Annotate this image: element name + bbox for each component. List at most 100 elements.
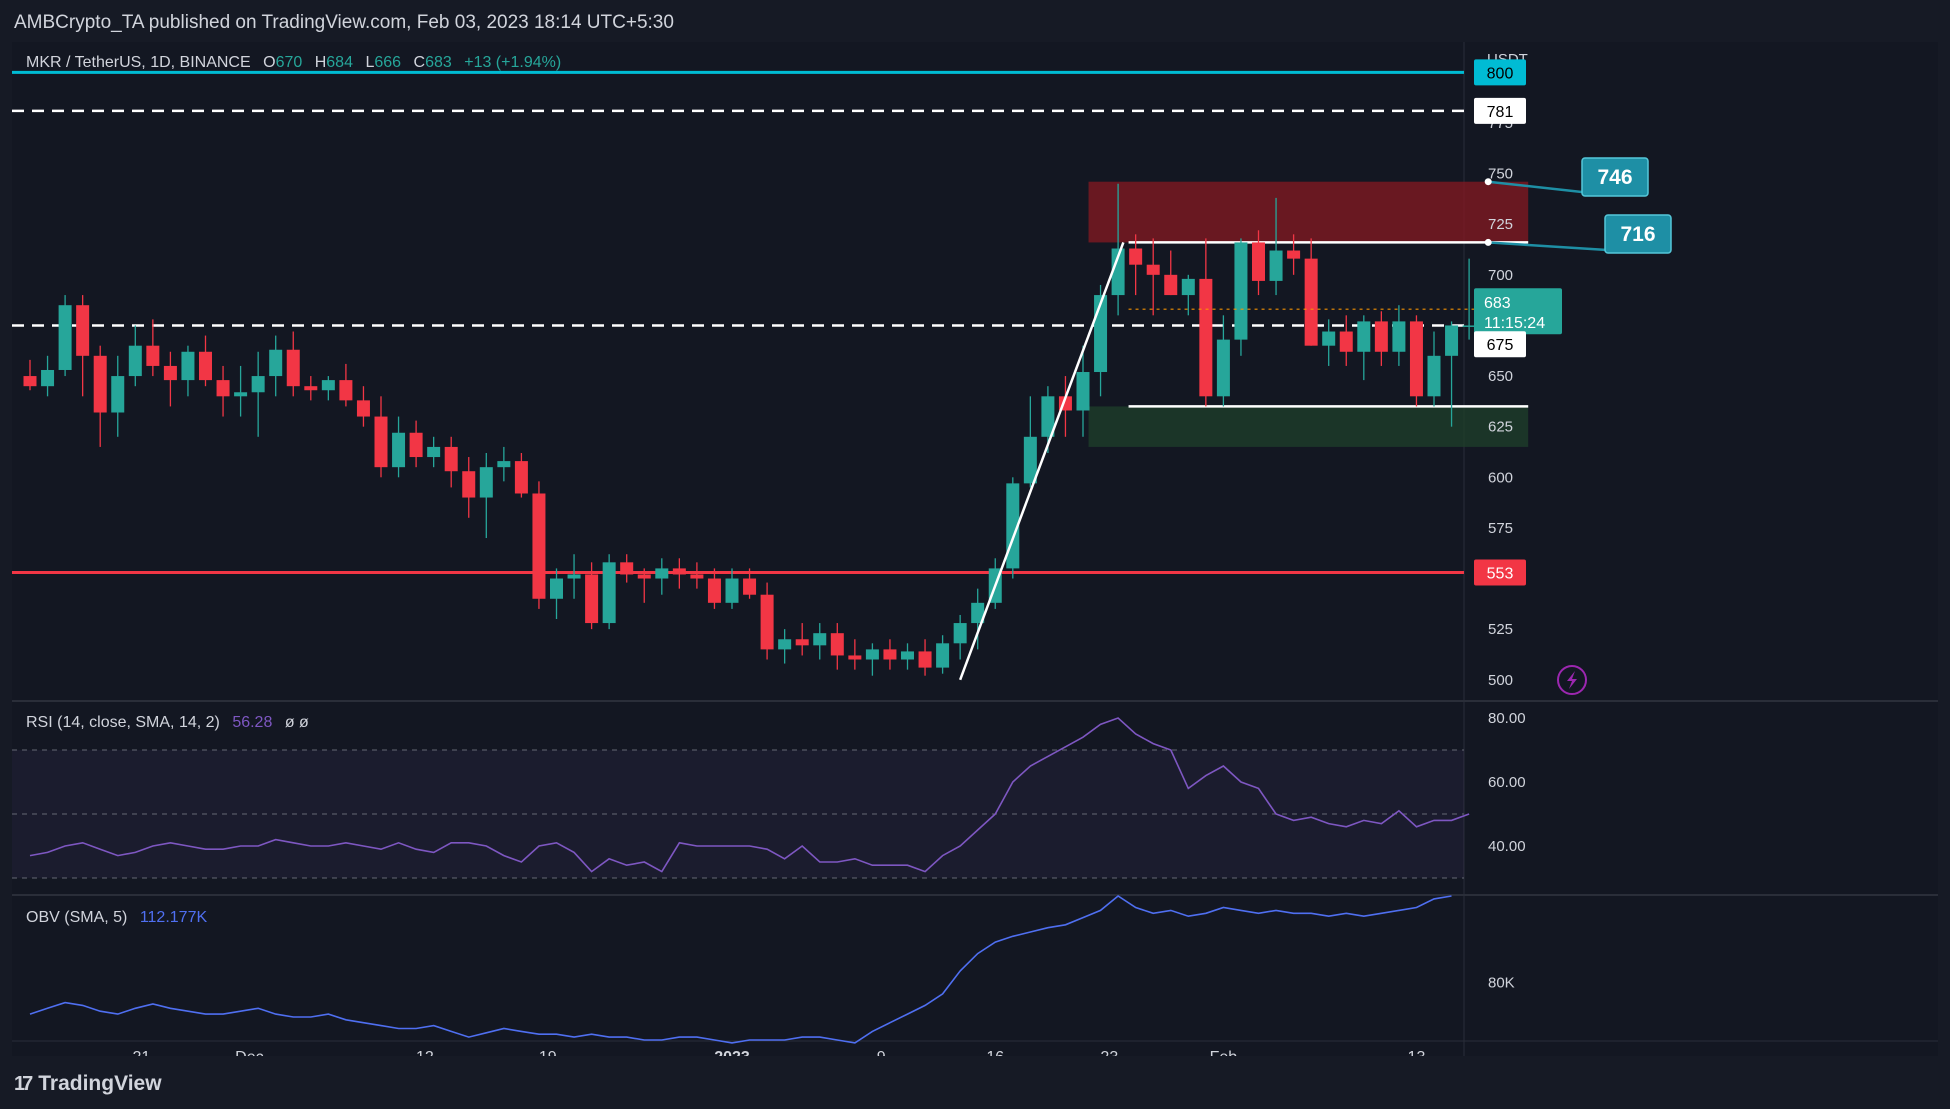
badge-675-text: 675 — [1487, 337, 1514, 354]
candle-body — [23, 376, 37, 387]
callout-anchor — [1484, 238, 1492, 246]
candle-body — [251, 376, 265, 393]
badge-800-text: 800 — [1487, 65, 1514, 82]
candle-body — [637, 574, 651, 579]
high-label: H — [314, 54, 327, 71]
candle-body — [1146, 264, 1160, 275]
candle-body — [392, 432, 406, 468]
price-tick-label: 650 — [1488, 368, 1513, 385]
candle-body — [93, 355, 107, 413]
obv-label: OBV (SMA, 5) — [26, 909, 128, 926]
candle-body — [1462, 325, 1476, 327]
countdown-text: 11:15:24 — [1484, 315, 1545, 332]
badge-800 — [1474, 59, 1526, 86]
symbol-legend: MKR / TetherUS, 1D, BINANCE O670 H684 L6… — [26, 54, 561, 72]
price-tick-label: 700 — [1488, 267, 1513, 284]
support-zone — [1088, 406, 1529, 447]
candle-body — [128, 345, 142, 377]
candle-body — [532, 493, 546, 599]
price-tick-label: 500 — [1488, 672, 1513, 689]
badge-553 — [1474, 559, 1526, 586]
open-label: O — [263, 54, 276, 71]
candle-body — [304, 386, 318, 391]
candle-body — [146, 345, 160, 366]
candle-body — [1041, 396, 1055, 437]
candle-body — [1392, 321, 1406, 352]
chart-background — [12, 42, 1938, 1056]
candle-body — [620, 562, 634, 575]
rsi-extra: ø ø — [284, 714, 309, 731]
candle-body — [181, 351, 195, 381]
candle-body — [1445, 325, 1459, 356]
price-tick-label: 525 — [1488, 621, 1513, 638]
current-price-text: 683 — [1484, 295, 1511, 312]
candle-body — [1374, 321, 1388, 352]
close-label: C — [413, 54, 426, 71]
brand-name: TradingView — [38, 1072, 162, 1095]
candle-body — [1076, 372, 1090, 411]
time-tick-label: 2023 — [714, 1049, 750, 1056]
callout-box — [1581, 157, 1649, 197]
candle-body — [1129, 248, 1143, 265]
time-tick-label: 12 — [416, 1049, 434, 1056]
candle-body — [585, 574, 599, 624]
callout-box — [1604, 214, 1672, 254]
candle-body — [567, 574, 581, 579]
footer-bar — [0, 1056, 1950, 1109]
candle-body — [1023, 436, 1037, 484]
candle-body — [286, 349, 300, 387]
candle-body — [514, 461, 528, 494]
candle-body — [427, 446, 441, 458]
rsi-line — [29, 717, 1470, 873]
badge-781 — [1474, 97, 1526, 124]
callout-label: 716 — [1620, 223, 1655, 246]
time-tick-label: Dec — [235, 1049, 263, 1056]
candle-body — [1164, 274, 1178, 296]
candle-body — [462, 471, 476, 498]
price-tick-label: 750 — [1488, 166, 1513, 183]
candle-body — [918, 651, 932, 668]
rsi-label: RSI (14, close, SMA, 14, 2) — [26, 714, 220, 731]
badge-553-text: 553 — [1487, 565, 1514, 582]
candle-body — [339, 380, 353, 401]
candle-body — [1234, 242, 1248, 340]
candle-body — [58, 305, 72, 370]
symbol-title: MKR / TetherUS, 1D, BINANCE — [26, 54, 251, 71]
time-tick-label: 16 — [986, 1049, 1004, 1056]
trend-line — [958, 241, 1125, 681]
candle-body — [953, 623, 967, 644]
candle-body — [848, 655, 862, 660]
candle-body — [883, 649, 897, 660]
price-tick-label: 600 — [1488, 469, 1513, 486]
lightning-icon — [1557, 665, 1587, 695]
candle-body — [813, 633, 827, 646]
time-tick-label: 13 — [1408, 1049, 1426, 1056]
tradingview-brand[interactable]: 17 TradingView — [14, 1072, 162, 1096]
time-tick-label: Feb — [1210, 1049, 1238, 1056]
close-value: 683 — [425, 54, 452, 71]
badge-781-text: 781 — [1487, 104, 1514, 121]
obv-line — [29, 895, 1452, 1044]
candle-body — [550, 578, 563, 599]
candle-body — [1427, 355, 1441, 397]
time-tick-label: 9 — [877, 1049, 886, 1056]
candle-body — [602, 562, 616, 624]
rsi-value: 56.28 — [232, 714, 273, 731]
candle-body — [1304, 258, 1318, 346]
candle-body — [1252, 242, 1265, 281]
candle-body — [1322, 331, 1336, 346]
badge-675 — [1474, 331, 1526, 358]
candle-body — [1357, 321, 1371, 352]
low-value: 666 — [374, 54, 402, 71]
candle-body — [409, 432, 423, 458]
rsi-tick-label: 60.00 — [1488, 774, 1526, 791]
header-bar: AMBCrypto_TA published on TradingView.co… — [0, 0, 1950, 42]
candle-body — [707, 578, 721, 603]
lightning-icon — [1567, 671, 1577, 689]
candle-body — [743, 578, 757, 595]
candle-body — [795, 639, 809, 646]
candle-body — [1339, 331, 1353, 352]
candle-body — [374, 416, 388, 468]
